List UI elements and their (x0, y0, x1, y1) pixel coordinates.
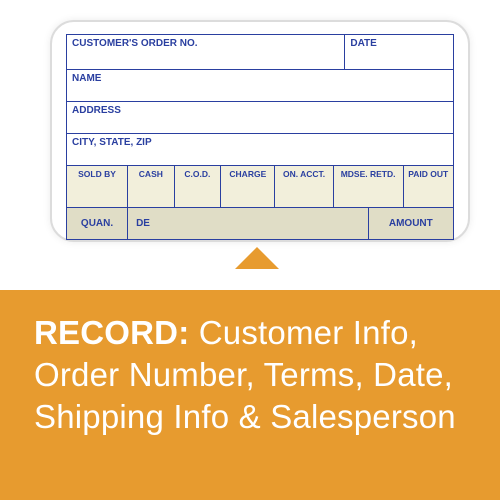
row-payment: SOLD BY CASH C.O.D. CHARGE ON. ACCT. MDSE. RE… (66, 166, 454, 208)
row-city: CITY, STATE, ZIP (66, 134, 454, 166)
payment-col-label: CASH (139, 169, 163, 179)
callout-pointer-icon (235, 247, 279, 269)
payment-col-label: PAID OUT (408, 169, 448, 179)
callout: RECORD: Customer Info, Order Number, Ter… (0, 268, 500, 500)
label-date: DATE (350, 38, 376, 49)
payment-col: C.O.D. (175, 166, 222, 208)
payment-col: SOLD BY (66, 166, 128, 208)
label-order-no: CUSTOMER'S ORDER NO. (72, 38, 198, 49)
label-amount: AMOUNT (389, 218, 433, 229)
col-quantity: QUAN. (66, 208, 128, 240)
field-address: ADDRESS (66, 102, 454, 134)
field-order-no: CUSTOMER'S ORDER NO. (66, 34, 345, 70)
payment-col: ON. ACCT. (275, 166, 333, 208)
row-items-header: QUAN. DE AMOUNT (66, 208, 454, 240)
payment-col-label: MDSE. RETD. (341, 169, 396, 179)
field-date: DATE (345, 34, 454, 70)
col-amount: AMOUNT (369, 208, 454, 240)
label-city: CITY, STATE, ZIP (72, 137, 152, 148)
order-form: CUSTOMER'S ORDER NO. DATE NAME ADDRESS C… (50, 20, 470, 242)
row-order-date: CUSTOMER'S ORDER NO. DATE (66, 34, 454, 70)
label-quantity: QUAN. (81, 218, 113, 229)
payment-col: CHARGE (221, 166, 275, 208)
payment-col-label: SOLD BY (78, 169, 116, 179)
payment-col-label: ON. ACCT. (283, 169, 325, 179)
label-description: DE (136, 218, 150, 229)
label-address: ADDRESS (72, 105, 121, 116)
row-name: NAME (66, 70, 454, 102)
form-inner: CUSTOMER'S ORDER NO. DATE NAME ADDRESS C… (66, 34, 454, 240)
label-name: NAME (72, 73, 101, 84)
payment-col: CASH (128, 166, 175, 208)
callout-body: RECORD: Customer Info, Order Number, Ter… (0, 290, 500, 500)
payment-col: PAID OUT (404, 166, 454, 208)
payment-col: MDSE. RETD. (334, 166, 404, 208)
field-name: NAME (66, 70, 454, 102)
payment-col-label: CHARGE (229, 169, 266, 179)
col-description: DE (128, 208, 369, 240)
callout-lead: RECORD: (34, 314, 189, 351)
field-city: CITY, STATE, ZIP (66, 134, 454, 166)
row-address: ADDRESS (66, 102, 454, 134)
payment-col-label: C.O.D. (184, 169, 210, 179)
